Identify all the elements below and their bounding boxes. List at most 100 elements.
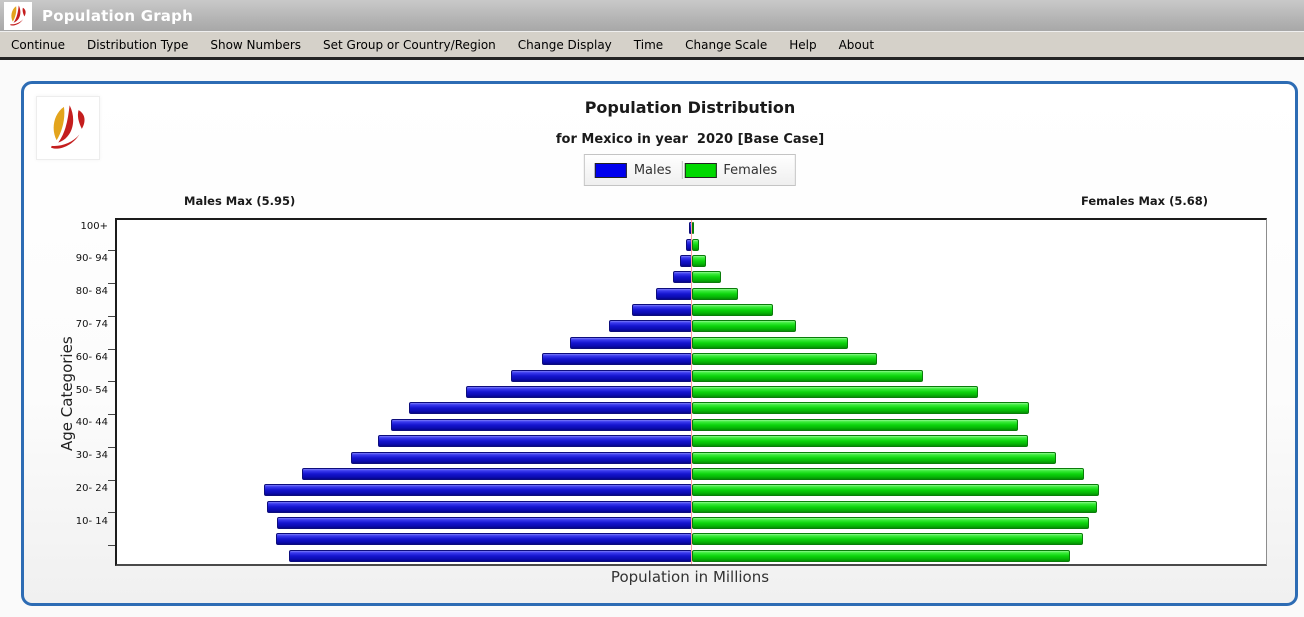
female-bar-40-44 — [691, 418, 1018, 431]
pyramid-band-50-54 — [117, 384, 1266, 400]
menu-show-numbers[interactable]: Show Numbers — [210, 37, 302, 52]
y-tick-label-100+: 100+ — [80, 220, 108, 232]
y-tick-label-90-94: 90- 94 — [75, 253, 108, 265]
y-axis-tick — [108, 250, 115, 252]
population-pyramid-plot — [115, 218, 1267, 566]
male-bar-20-24 — [264, 484, 692, 497]
menu-set-group-or-country-region[interactable]: Set Group or Country/Region — [323, 37, 496, 52]
male-bar-70-74 — [608, 320, 692, 333]
title-bar: Population Graph — [0, 0, 1304, 31]
female-bar-50-54 — [691, 385, 979, 398]
pyramid-band-60-64 — [117, 351, 1266, 367]
legend: Males Females — [583, 154, 797, 186]
male-bar-30-34 — [351, 451, 692, 464]
female-bar-5-9 — [691, 533, 1083, 546]
y-axis-tick — [108, 512, 115, 514]
pyramid-band-75-79 — [117, 302, 1266, 318]
y-tick-label-40-44: 40- 44 — [75, 417, 108, 429]
female-bar-80-84 — [691, 287, 739, 300]
y-tick-label-80-84: 80- 84 — [75, 286, 108, 298]
male-bar-60-64 — [542, 353, 692, 366]
male-bar-100+ — [689, 222, 692, 235]
pyramid-band-100+ — [117, 220, 1266, 236]
pyramid-band-20-24 — [117, 482, 1266, 498]
pyramid-band-0-4 — [117, 548, 1266, 564]
male-bar-25-29 — [301, 467, 692, 480]
male-bar-5-9 — [275, 533, 692, 546]
female-bar-90-94 — [691, 254, 706, 267]
menu-help[interactable]: Help — [789, 37, 817, 52]
menu-continue[interactable]: Continue — [11, 37, 65, 52]
pyramid-center-axis-line — [691, 220, 692, 564]
females-legend-label: Females — [723, 162, 778, 178]
female-bar-70-74 — [691, 320, 797, 333]
menubar-divider — [0, 57, 1304, 60]
chart-subtitle: for Mexico in year 2020 [Base Case] — [555, 132, 825, 147]
y-tick-label-10-14: 10- 14 — [75, 515, 108, 527]
y-tick-label-20-24: 20- 24 — [75, 482, 108, 494]
y-axis-tick — [108, 446, 115, 448]
menu-time[interactable]: Time — [633, 37, 664, 52]
pyramid-band-85-89 — [117, 269, 1266, 285]
females-max-label: Females Max (5.68) — [1080, 194, 1208, 208]
y-tick-label-50-54: 50- 54 — [75, 384, 108, 396]
legend-divider — [681, 161, 683, 179]
males-max-label: Males Max (5.95) — [184, 194, 296, 208]
female-bar-45-49 — [691, 402, 1030, 415]
y-axis-tick — [108, 414, 115, 416]
female-bar-30-34 — [691, 451, 1057, 464]
y-axis-tick — [108, 315, 115, 317]
female-bar-35-39 — [691, 435, 1029, 448]
female-bar-15-19 — [691, 500, 1097, 513]
menu-about[interactable]: About — [838, 37, 875, 52]
pyramid-band-90-94 — [117, 253, 1266, 269]
pyramid-band-65-69 — [117, 335, 1266, 351]
pyramid-band-70-74 — [117, 318, 1266, 334]
female-bar-0-4 — [691, 549, 1070, 562]
male-bar-75-79 — [631, 304, 692, 317]
pyramid-band-55-59 — [117, 367, 1266, 383]
pyramid-band-25-29 — [117, 466, 1266, 482]
pyramid-band-15-19 — [117, 498, 1266, 514]
male-bar-55-59 — [510, 369, 692, 382]
y-axis-tick — [108, 545, 115, 547]
male-bar-45-49 — [408, 402, 692, 415]
male-bar-15-19 — [267, 500, 692, 513]
females-legend-swatch — [684, 162, 717, 178]
x-axis-title: Population in Millions — [610, 568, 770, 586]
males-legend-swatch — [594, 162, 627, 178]
male-bar-0-4 — [288, 549, 692, 562]
female-bar-55-59 — [691, 369, 924, 382]
male-bar-65-69 — [570, 336, 692, 349]
male-bar-35-39 — [377, 435, 692, 448]
males-legend-label: Males — [633, 162, 672, 178]
male-bar-50-54 — [466, 385, 692, 398]
female-bar-100+ — [691, 222, 694, 235]
female-bar-20-24 — [691, 484, 1100, 497]
y-axis-tick — [108, 283, 115, 285]
window-title: Population Graph — [42, 6, 193, 25]
pyramid-band-45-49 — [117, 400, 1266, 416]
pyramid-band-95-99 — [117, 236, 1266, 252]
y-axis-tick — [108, 348, 115, 350]
y-tick-label-70-74: 70- 74 — [75, 318, 108, 330]
pyramid-band-35-39 — [117, 433, 1266, 449]
female-bar-75-79 — [691, 304, 773, 317]
app-logo-large-icon — [36, 96, 100, 160]
menu-distribution-type[interactable]: Distribution Type — [86, 37, 189, 52]
male-bar-80-84 — [655, 287, 692, 300]
female-bar-10-14 — [691, 517, 1090, 530]
menu-change-display[interactable]: Change Display — [517, 37, 612, 52]
pyramid-band-80-84 — [117, 286, 1266, 302]
y-axis-tick — [108, 381, 115, 383]
male-bar-40-44 — [390, 418, 692, 431]
female-bar-25-29 — [691, 467, 1085, 480]
male-bar-90-94 — [680, 254, 692, 267]
female-bar-95-99 — [691, 238, 699, 251]
female-bar-85-89 — [691, 271, 721, 284]
pyramid-band-30-34 — [117, 449, 1266, 465]
chart-title: Population Distribution — [584, 98, 796, 117]
menu-change-scale[interactable]: Change Scale — [685, 37, 768, 52]
female-bar-65-69 — [691, 336, 849, 349]
